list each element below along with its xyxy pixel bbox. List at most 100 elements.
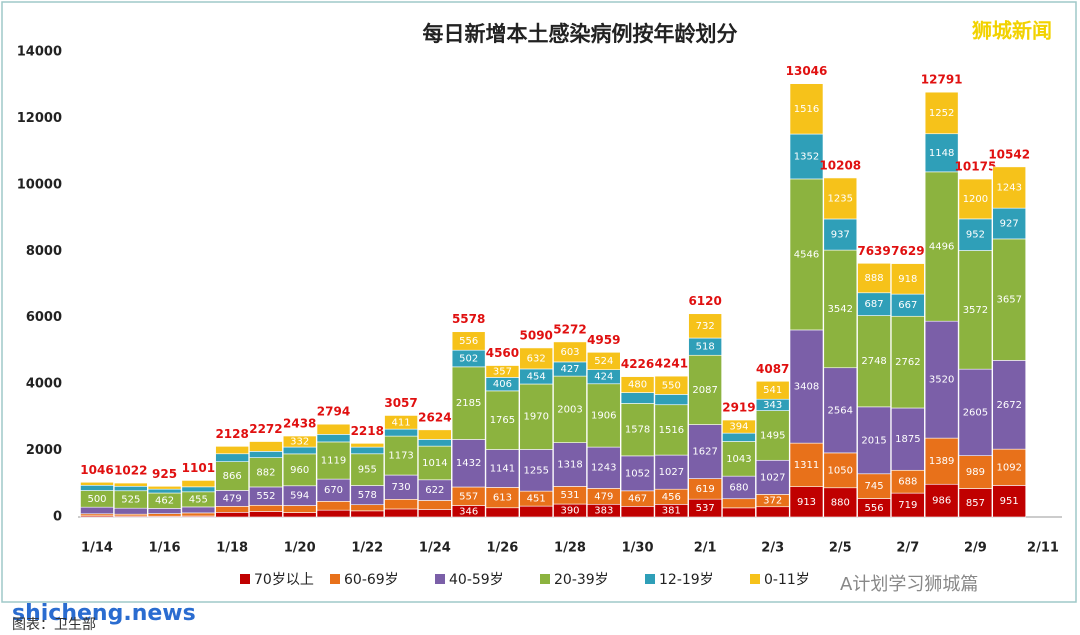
- segment-label: 1243: [591, 463, 616, 474]
- bar-segment: [823, 487, 858, 518]
- segment-label: 632: [527, 353, 546, 364]
- bar-segment: [789, 486, 824, 518]
- segment-label: 3542: [828, 304, 853, 315]
- legend-label: 0-11岁: [764, 572, 810, 588]
- segment-label: 1141: [490, 463, 515, 474]
- bar-segment: [316, 434, 351, 443]
- bar-segment: [789, 83, 824, 135]
- bar-segment: [519, 449, 554, 492]
- segment-label: 500: [87, 494, 106, 505]
- bar-segment: [992, 207, 1027, 240]
- total-label: 10208: [819, 158, 861, 172]
- frame: [1, 1, 1077, 603]
- segment-label: 2003: [557, 404, 582, 415]
- segment-label: 1578: [625, 425, 650, 436]
- bar-segment: [992, 166, 1027, 209]
- bar-segment: [282, 435, 317, 448]
- bar-segment: [485, 365, 520, 378]
- y-tick-label: 12000: [17, 111, 62, 126]
- segment-label: 1352: [794, 151, 819, 162]
- bar-segment: [924, 171, 959, 322]
- bar-segment: [350, 443, 385, 448]
- bar-segment: [654, 375, 689, 395]
- bar-segment: [113, 485, 148, 492]
- segment-label: 381: [662, 506, 681, 517]
- bar-segment: [722, 498, 756, 509]
- account-watermark: A计划学习狮城篇: [840, 574, 978, 595]
- bar-segment: [485, 449, 520, 488]
- segment-label: 951: [1000, 496, 1019, 507]
- bar-segment: [519, 347, 554, 370]
- segment-label: 502: [459, 354, 478, 365]
- segment-label: 372: [763, 496, 782, 507]
- total-label: 1046: [80, 463, 113, 477]
- segment-label: 667: [898, 300, 917, 311]
- bar-segment: [384, 474, 418, 500]
- segment-label: 730: [392, 482, 411, 493]
- bar-segment: [891, 263, 925, 295]
- bar-segment: [958, 488, 993, 518]
- bar-segment: [654, 404, 689, 456]
- bar-segment: [992, 238, 1027, 361]
- total-label: 10175: [955, 160, 997, 174]
- bar-segment: [755, 506, 790, 518]
- segment-label: 1765: [490, 415, 515, 426]
- bar-segment: [451, 331, 486, 351]
- y-tick-label: 4000: [26, 377, 62, 392]
- bar-segment: [823, 218, 858, 251]
- legend-label: 70岁以上: [254, 572, 314, 588]
- total-label: 2794: [317, 405, 350, 419]
- total-label: 5578: [452, 312, 485, 326]
- bar-segment: [688, 354, 722, 425]
- bar-segment: [857, 315, 891, 408]
- bar-segment: [620, 506, 655, 518]
- segment-label: 989: [966, 467, 985, 478]
- segment-label: 518: [696, 342, 715, 353]
- brand-watermark: 狮城新闻: [972, 19, 1052, 43]
- bar-segment: [316, 509, 351, 518]
- segment-label: 613: [493, 493, 512, 504]
- bar-segment: [755, 380, 790, 400]
- segment-label: 406: [493, 379, 512, 390]
- segment-label: 1627: [692, 447, 717, 458]
- segment-label: 955: [358, 465, 377, 476]
- y-tick-label: 2000: [26, 443, 62, 458]
- segment-label: 1119: [321, 456, 346, 467]
- bar-segment: [418, 429, 452, 440]
- segment-label: 1092: [996, 462, 1021, 473]
- segment-label: 888: [865, 273, 884, 284]
- segment-label: 531: [560, 490, 579, 501]
- segment-label: 3657: [996, 295, 1021, 306]
- x-tick-label: 1/22: [351, 541, 383, 556]
- y-tick-label: 10000: [17, 177, 62, 192]
- bar-segment: [857, 473, 891, 499]
- x-tick-label: 1/28: [554, 541, 586, 556]
- bar-segment: [924, 483, 959, 518]
- segment-label: 1389: [929, 456, 954, 467]
- bar-segment: [350, 453, 385, 486]
- legend-swatch: [330, 574, 340, 584]
- total-label: 13046: [786, 64, 828, 78]
- x-tick-label: 1/18: [216, 541, 248, 556]
- x-tick-label: 2/9: [964, 541, 987, 556]
- segment-label: 866: [223, 471, 242, 482]
- segment-label: 619: [696, 484, 715, 495]
- segment-label: 346: [459, 506, 478, 517]
- segment-label: 594: [290, 491, 309, 502]
- total-label: 2272: [249, 422, 282, 436]
- bar-segment: [924, 320, 959, 439]
- segment-label: 603: [560, 347, 579, 358]
- bar-segment: [418, 445, 452, 481]
- bar-segment: [688, 424, 722, 479]
- total-label: 5272: [553, 322, 586, 336]
- total-label: 2919: [722, 401, 755, 415]
- segment-label: 882: [256, 467, 275, 478]
- legend-label: 20-39岁: [554, 572, 609, 588]
- bar-segment: [553, 341, 587, 363]
- segment-label: 552: [256, 491, 275, 502]
- bar-segment: [586, 446, 621, 489]
- bar-segment: [688, 313, 722, 339]
- legend-label: 12-19岁: [659, 572, 714, 588]
- bar-segment: [823, 367, 858, 454]
- segment-label: 1875: [895, 434, 920, 445]
